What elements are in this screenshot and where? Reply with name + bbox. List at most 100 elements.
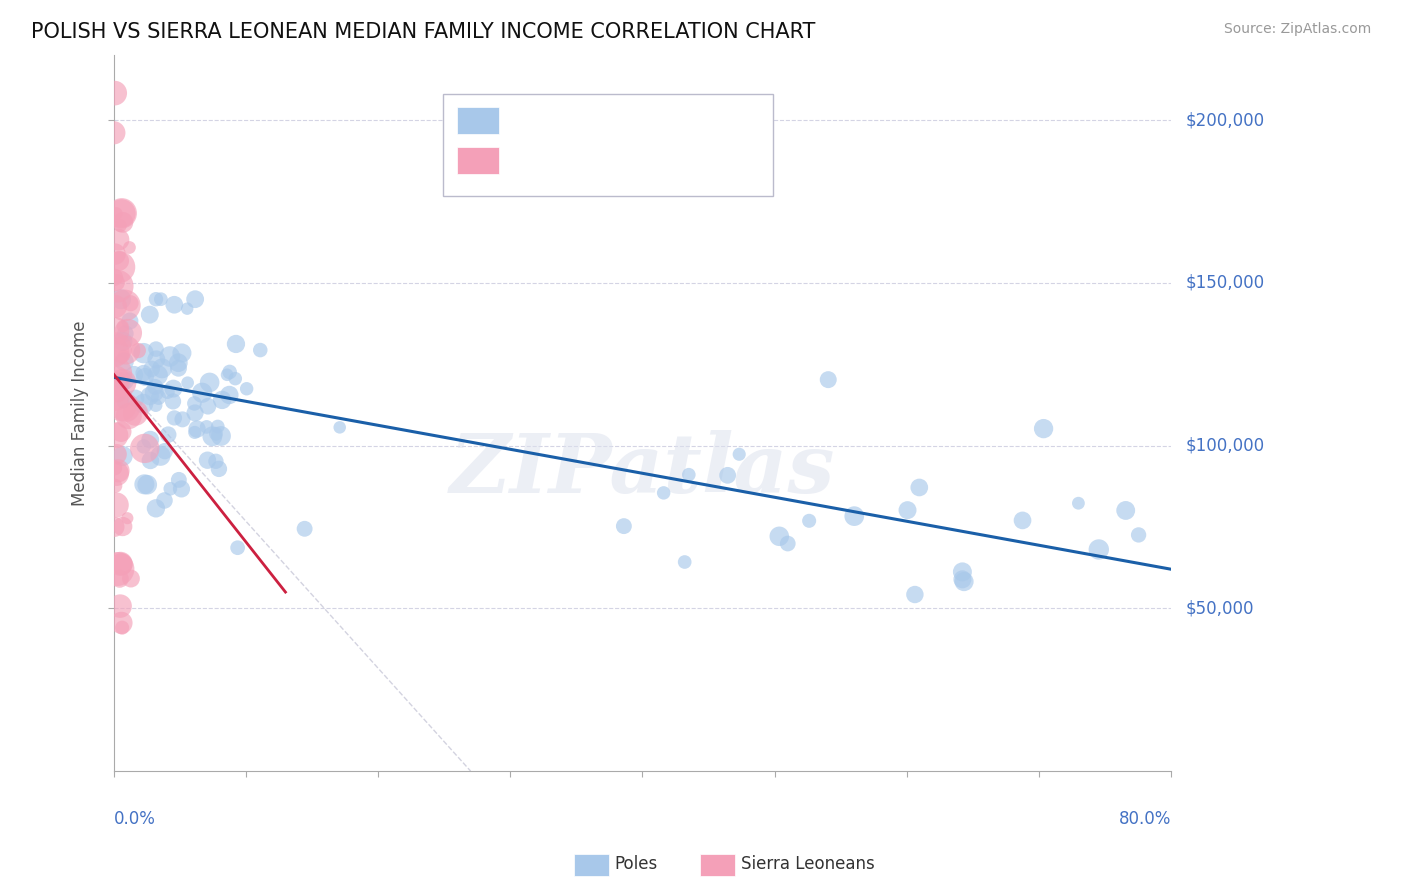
Point bbox=[226, 541, 249, 555]
Point bbox=[117, 326, 139, 340]
Point bbox=[162, 394, 184, 409]
Point bbox=[172, 412, 194, 426]
Point bbox=[167, 356, 190, 370]
Point bbox=[176, 376, 198, 390]
Point bbox=[111, 215, 134, 229]
Point bbox=[132, 397, 155, 411]
Text: ZIPatlas: ZIPatlas bbox=[450, 430, 835, 510]
Point bbox=[104, 479, 127, 493]
Point bbox=[145, 342, 167, 356]
Point bbox=[108, 599, 131, 613]
Point bbox=[728, 447, 751, 461]
Point bbox=[170, 346, 193, 360]
Point bbox=[149, 292, 172, 306]
Point bbox=[953, 574, 976, 589]
Point bbox=[111, 334, 134, 349]
Point bbox=[197, 399, 219, 413]
Point bbox=[132, 440, 155, 454]
Point bbox=[184, 425, 207, 440]
Point bbox=[111, 376, 134, 390]
Point bbox=[103, 520, 125, 534]
Point bbox=[110, 292, 132, 306]
Point bbox=[134, 442, 156, 456]
Point bbox=[1067, 496, 1090, 510]
Point bbox=[218, 388, 240, 402]
Point bbox=[104, 428, 127, 442]
Point bbox=[111, 206, 134, 220]
Point bbox=[678, 467, 700, 482]
Text: $200,000: $200,000 bbox=[1185, 112, 1264, 129]
Point bbox=[159, 350, 181, 364]
Point bbox=[139, 308, 162, 322]
Point bbox=[118, 409, 141, 423]
Point bbox=[904, 588, 927, 602]
Point bbox=[111, 376, 134, 391]
Point bbox=[111, 449, 134, 463]
Point bbox=[103, 345, 125, 359]
Point bbox=[105, 376, 128, 390]
Point bbox=[208, 462, 231, 476]
Point bbox=[183, 396, 205, 410]
Point bbox=[249, 343, 271, 357]
Point bbox=[110, 219, 132, 233]
Point bbox=[908, 480, 931, 494]
Text: 80.0%: 80.0% bbox=[1119, 810, 1171, 828]
Point bbox=[117, 511, 139, 525]
Point bbox=[105, 498, 128, 512]
Point bbox=[136, 477, 159, 491]
Point bbox=[139, 453, 162, 467]
Point bbox=[167, 473, 190, 487]
Text: N =: N = bbox=[609, 112, 661, 129]
Text: R =: R = bbox=[510, 152, 550, 169]
Point bbox=[163, 411, 186, 425]
Point bbox=[104, 86, 127, 100]
Point bbox=[218, 365, 240, 379]
Point bbox=[134, 477, 156, 491]
Point bbox=[1088, 542, 1111, 557]
Text: Source: ZipAtlas.com: Source: ZipAtlas.com bbox=[1223, 22, 1371, 37]
Point bbox=[105, 562, 128, 576]
Point bbox=[1128, 528, 1150, 542]
Point bbox=[110, 425, 132, 439]
Point bbox=[132, 346, 155, 360]
Point bbox=[120, 296, 142, 310]
Point bbox=[104, 461, 127, 475]
Point bbox=[184, 292, 207, 306]
Point bbox=[108, 260, 131, 274]
Point bbox=[132, 366, 155, 380]
Point bbox=[110, 557, 132, 571]
Point bbox=[191, 385, 214, 400]
Point bbox=[114, 298, 136, 312]
Text: $150,000: $150,000 bbox=[1185, 274, 1264, 292]
Point bbox=[105, 467, 128, 481]
Point bbox=[1011, 513, 1033, 527]
Point bbox=[159, 482, 181, 496]
Point bbox=[797, 514, 820, 528]
Point bbox=[150, 361, 173, 376]
Text: Sierra Leoneans: Sierra Leoneans bbox=[741, 855, 875, 873]
Point bbox=[205, 454, 228, 468]
Point bbox=[134, 369, 156, 384]
Point bbox=[110, 206, 132, 220]
Point bbox=[124, 392, 146, 406]
Point bbox=[114, 326, 136, 341]
Point bbox=[138, 389, 160, 403]
Point bbox=[110, 558, 132, 572]
Point bbox=[107, 233, 129, 247]
Point bbox=[112, 395, 135, 409]
Point bbox=[145, 352, 167, 367]
Point bbox=[143, 385, 166, 400]
Point bbox=[143, 380, 166, 394]
Point bbox=[104, 300, 127, 314]
Point bbox=[170, 482, 193, 496]
Point bbox=[104, 324, 127, 338]
Point bbox=[817, 373, 839, 387]
Point bbox=[107, 380, 129, 394]
Point bbox=[652, 486, 675, 500]
Point bbox=[163, 298, 186, 312]
Point bbox=[112, 349, 135, 363]
Point bbox=[197, 453, 219, 467]
Point bbox=[105, 207, 128, 221]
Point bbox=[162, 382, 184, 396]
Point bbox=[613, 519, 636, 533]
